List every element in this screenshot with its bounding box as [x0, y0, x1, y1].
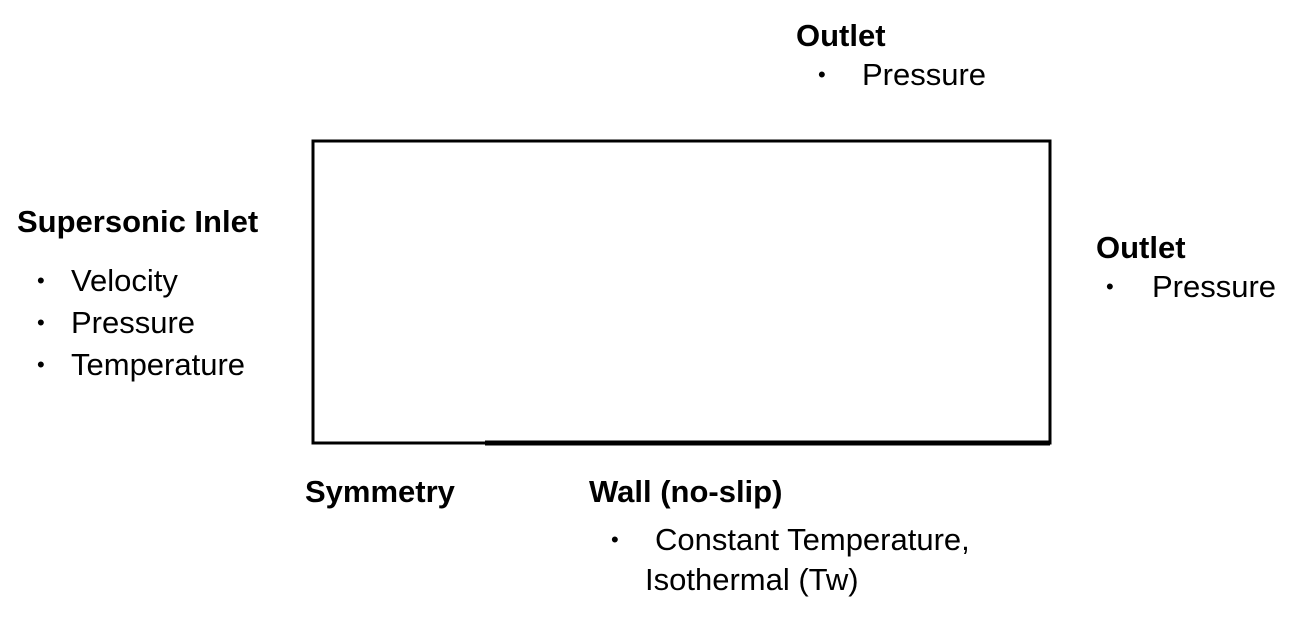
- inlet-item-velocity: Velocity: [71, 263, 178, 298]
- symmetry-label: Symmetry: [305, 474, 455, 510]
- top-outlet-item-pressure: Pressure: [862, 57, 987, 92]
- bullet-icon: •: [1106, 274, 1114, 299]
- right-outlet-list: • Pressure: [1096, 266, 1276, 308]
- list-item: • Velocity: [17, 260, 258, 302]
- wall-item-line1: Constant Temperature,: [655, 522, 970, 557]
- right-outlet-title: Outlet: [1096, 230, 1186, 265]
- right-outlet-item-pressure: Pressure: [1152, 269, 1277, 304]
- wall-item-line2: Isothermal (Tw): [645, 562, 859, 597]
- inlet-list: • Velocity • Pressure • Temperature: [17, 260, 258, 386]
- supersonic-inlet-label: Supersonic Inlet • Velocity • Pressure • Te…: [17, 204, 258, 386]
- bullet-icon: •: [611, 527, 619, 552]
- bullet-icon: •: [37, 352, 45, 377]
- inlet-title: Supersonic Inlet: [17, 204, 259, 239]
- wall-title: Wall (no-slip): [589, 474, 783, 509]
- list-item: • Temperature: [17, 344, 258, 386]
- wall-list: • Constant Temperature, Isothermal (Tw): [589, 520, 1035, 600]
- list-item: • Pressure: [1096, 266, 1276, 308]
- wall-label: Wall (no-slip) • Constant Temperature, Iso…: [589, 474, 1035, 600]
- list-item: • Pressure: [17, 302, 258, 344]
- inlet-item-temperature: Temperature: [71, 347, 246, 382]
- top-outlet-title: Outlet: [796, 18, 886, 53]
- bullet-icon: •: [818, 62, 826, 87]
- top-outlet-list: • Pressure: [796, 54, 986, 96]
- top-outlet-label: Outlet • Pressure: [796, 18, 986, 96]
- inlet-item-pressure: Pressure: [71, 305, 196, 340]
- right-outlet-label: Outlet • Pressure: [1096, 230, 1276, 308]
- bullet-icon: •: [37, 310, 45, 335]
- symmetry-title: Symmetry: [305, 474, 455, 509]
- list-item: • Constant Temperature, Isothermal (Tw): [589, 520, 1035, 600]
- bullet-icon: •: [37, 268, 45, 293]
- computational-domain-box: [311, 139, 1052, 445]
- list-item: • Pressure: [796, 54, 986, 96]
